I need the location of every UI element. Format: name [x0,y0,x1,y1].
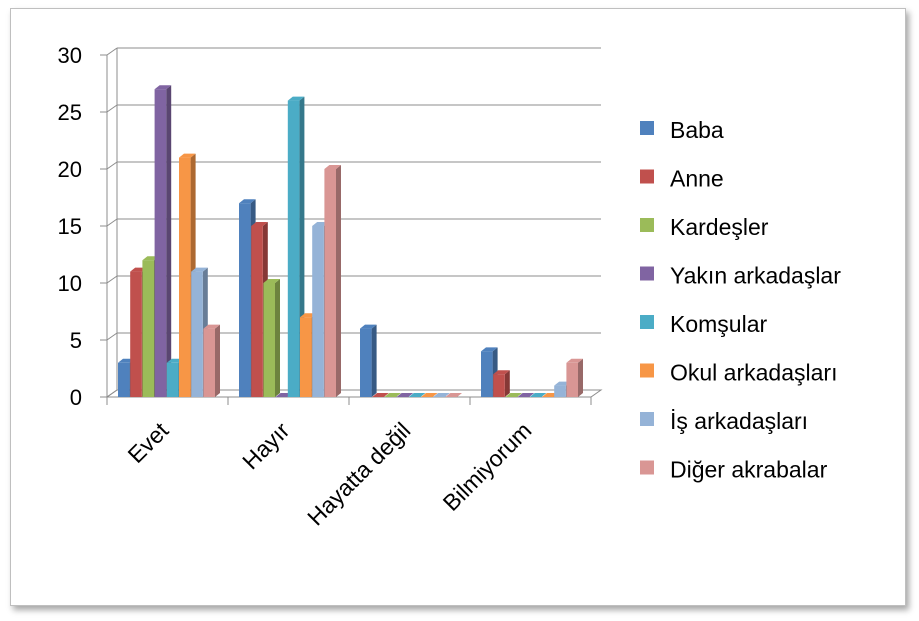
bar-top [421,393,438,397]
bar-top [493,370,510,375]
bar-karde-ler-1 [263,283,275,397]
legend-swatch [640,266,654,281]
y-tick-label: 5 [70,328,82,353]
bar-top [263,279,280,283]
bar-okul-arkada-lar--1 [300,317,312,397]
bar-top [360,324,377,329]
bar-top [287,96,305,101]
y-tick-label: 15 [58,214,82,239]
grid-side-line [106,47,118,56]
bar-baba-3 [481,351,493,397]
grid-side-line [106,332,118,341]
x-category-label: Hayatta değil [302,417,415,530]
y-tick-label: 20 [58,157,82,182]
legend-swatch [640,412,654,426]
grid-side-line [106,218,118,227]
bar-top [566,358,583,363]
grid-side-line [106,275,118,284]
bar-i-arkada-lar--1 [312,226,324,397]
bar-top [505,393,522,397]
bar-top [408,393,426,397]
bar-top [191,267,208,272]
bar-kom-ular-0 [166,362,179,397]
bar-side [578,358,583,397]
bar-top [433,393,450,397]
legend-swatch [640,121,654,135]
bar-baba-2 [360,328,372,397]
grid-side-line [106,161,118,170]
grid-side-line [106,104,118,113]
x-category-label: Evet [123,417,174,468]
bar-di-er-akrabalar-1 [324,169,336,397]
bar-top [481,347,498,352]
bar-side [166,85,172,397]
legend-label: Kardeşler [670,214,769,240]
legend-swatch [640,218,654,232]
bar-top [445,393,462,397]
bar-karde-ler-0 [142,260,154,397]
bar-side [371,324,377,397]
bar-top [517,393,535,397]
bar-anne-3 [493,374,505,397]
legend-label: Komşular [670,311,767,337]
legend-label: Diğer akrabalar [670,457,828,483]
legend-label: Baba [670,117,724,143]
bar-side [275,279,280,397]
y-tick-label: 10 [58,271,82,296]
bar-di-er-akrabalar-3 [566,362,578,397]
y-tick-label: 0 [70,385,82,410]
bar-baba-1 [239,203,251,397]
x-category-label: Bilmiyorum [438,417,537,516]
bar-baba-0 [118,362,130,397]
y-tick-label: 25 [58,100,82,125]
bar-kom-ular-1 [287,100,300,397]
legend-label: Okul arkadaşları [670,360,837,386]
y-tick-label: 30 [58,43,82,68]
bar-side [504,370,510,397]
bar-di-er-akrabalar-0 [203,328,215,397]
bar-i-arkada-lar--3 [554,385,566,397]
bar-yak-n-arkada-lar-0 [154,89,167,397]
legend-swatch [640,460,654,475]
bar-top [154,85,172,90]
legend-label: Anne [670,166,724,192]
bar-top [324,165,341,169]
x-category-label: Hayır [237,417,294,474]
bar-top [251,222,268,226]
bar-top [372,393,389,397]
bar-top [239,199,256,204]
bar-anne-1 [251,226,263,397]
bar-side [336,165,341,397]
bar-top [396,393,414,397]
bar-anne-0 [130,271,142,397]
legend-swatch [640,169,654,184]
bar-side [215,324,220,397]
bar-top [203,324,220,329]
bar-top [384,393,401,397]
legend-label: Yakın arkadaşlar [670,263,841,289]
bar-top [529,393,547,397]
legend-swatch [640,315,654,329]
legend-swatch [640,363,654,378]
bar-top [179,153,196,158]
bar-i-arkada-lar--0 [191,271,203,397]
legend-label: İş arkadaşları [670,408,808,434]
bar-okul-arkada-lar--0 [179,157,191,397]
